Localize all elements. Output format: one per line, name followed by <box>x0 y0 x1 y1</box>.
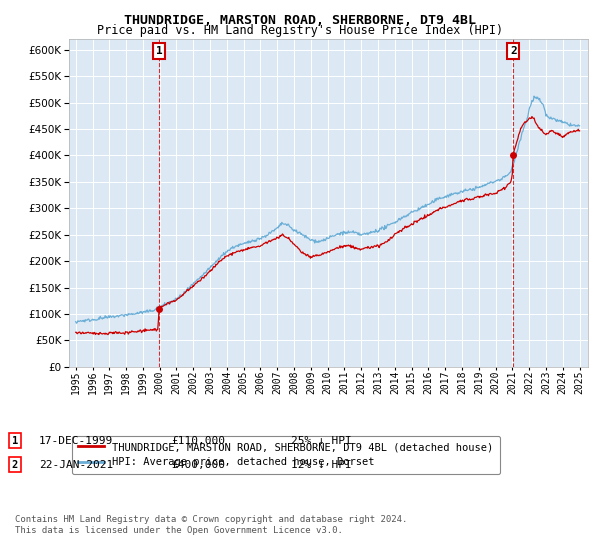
Text: 2: 2 <box>12 460 18 470</box>
Text: 1: 1 <box>155 46 163 56</box>
Text: 17-DEC-1999: 17-DEC-1999 <box>39 436 113 446</box>
Text: Contains HM Land Registry data © Crown copyright and database right 2024.
This d: Contains HM Land Registry data © Crown c… <box>15 515 407 535</box>
Text: 25% ↓ HPI: 25% ↓ HPI <box>291 436 352 446</box>
Text: Price paid vs. HM Land Registry's House Price Index (HPI): Price paid vs. HM Land Registry's House … <box>97 24 503 37</box>
Text: 1: 1 <box>12 436 18 446</box>
Text: 22-JAN-2021: 22-JAN-2021 <box>39 460 113 470</box>
Legend: THUNDRIDGE, MARSTON ROAD, SHERBORNE, DT9 4BL (detached house), HPI: Average pric: THUNDRIDGE, MARSTON ROAD, SHERBORNE, DT9… <box>71 436 500 474</box>
Text: 2: 2 <box>510 46 517 56</box>
Text: £110,000: £110,000 <box>171 436 225 446</box>
Text: £400,000: £400,000 <box>171 460 225 470</box>
Text: 12% ↓ HPI: 12% ↓ HPI <box>291 460 352 470</box>
Text: THUNDRIDGE, MARSTON ROAD, SHERBORNE, DT9 4BL: THUNDRIDGE, MARSTON ROAD, SHERBORNE, DT9… <box>124 14 476 27</box>
